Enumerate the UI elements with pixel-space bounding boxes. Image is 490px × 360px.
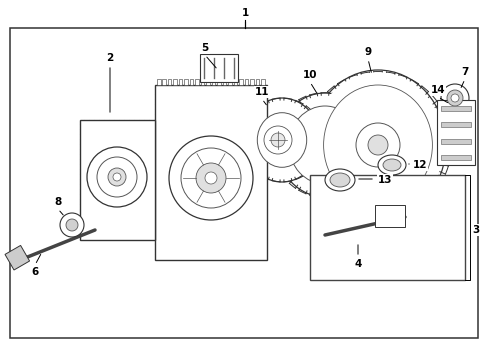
- FancyBboxPatch shape: [375, 205, 405, 227]
- Circle shape: [181, 148, 241, 208]
- Circle shape: [356, 123, 400, 167]
- Ellipse shape: [325, 169, 355, 191]
- Text: 1: 1: [242, 8, 248, 18]
- Bar: [441, 139, 471, 144]
- Ellipse shape: [322, 84, 434, 207]
- Bar: [255, 79, 259, 85]
- Circle shape: [368, 135, 388, 155]
- Circle shape: [447, 90, 463, 106]
- FancyBboxPatch shape: [200, 54, 238, 82]
- Text: 4: 4: [354, 259, 362, 269]
- Bar: [184, 79, 188, 85]
- Text: 2: 2: [106, 53, 114, 63]
- Circle shape: [113, 173, 121, 181]
- Circle shape: [97, 157, 137, 197]
- Bar: [168, 79, 172, 85]
- Circle shape: [441, 84, 469, 112]
- Ellipse shape: [246, 100, 318, 180]
- Bar: [222, 79, 226, 85]
- Ellipse shape: [244, 98, 320, 182]
- Bar: [5, 246, 29, 270]
- Ellipse shape: [257, 113, 307, 167]
- Bar: [261, 79, 265, 85]
- Circle shape: [60, 213, 84, 237]
- Text: 13: 13: [378, 175, 392, 185]
- Ellipse shape: [378, 155, 406, 175]
- Text: 3: 3: [472, 225, 480, 235]
- Ellipse shape: [277, 93, 373, 197]
- Ellipse shape: [330, 173, 350, 187]
- Text: 14: 14: [431, 85, 445, 95]
- Text: 1: 1: [241, 9, 249, 22]
- Text: 11: 11: [255, 87, 269, 97]
- Ellipse shape: [279, 96, 370, 194]
- Circle shape: [205, 172, 217, 184]
- Bar: [217, 79, 220, 85]
- Circle shape: [196, 163, 226, 193]
- Bar: [10, 28, 478, 338]
- FancyBboxPatch shape: [437, 100, 475, 165]
- FancyBboxPatch shape: [437, 100, 475, 165]
- Circle shape: [271, 133, 285, 147]
- Bar: [441, 155, 471, 160]
- Bar: [212, 79, 215, 85]
- Bar: [228, 79, 232, 85]
- Bar: [245, 79, 248, 85]
- Circle shape: [66, 219, 78, 231]
- Circle shape: [169, 136, 253, 220]
- Text: 8: 8: [54, 197, 62, 207]
- Circle shape: [264, 126, 292, 154]
- FancyBboxPatch shape: [375, 205, 405, 227]
- Bar: [190, 79, 194, 85]
- Bar: [234, 79, 237, 85]
- Circle shape: [451, 94, 459, 102]
- Bar: [206, 79, 210, 85]
- Bar: [157, 79, 161, 85]
- Ellipse shape: [312, 72, 444, 218]
- Ellipse shape: [289, 106, 361, 184]
- Text: 6: 6: [31, 267, 39, 277]
- Text: 5: 5: [201, 43, 209, 53]
- Circle shape: [87, 147, 147, 207]
- Circle shape: [108, 168, 126, 186]
- FancyBboxPatch shape: [155, 85, 267, 260]
- Bar: [441, 122, 471, 127]
- Bar: [239, 79, 243, 85]
- Text: 10: 10: [303, 70, 317, 80]
- Bar: [173, 79, 177, 85]
- FancyBboxPatch shape: [80, 120, 155, 240]
- Bar: [201, 79, 204, 85]
- Text: 12: 12: [413, 160, 427, 170]
- Bar: [196, 79, 199, 85]
- Bar: [441, 106, 471, 111]
- Bar: [310, 175, 465, 280]
- FancyBboxPatch shape: [200, 54, 238, 82]
- Bar: [250, 79, 253, 85]
- Text: 9: 9: [365, 47, 371, 57]
- Ellipse shape: [383, 159, 401, 171]
- Bar: [163, 79, 166, 85]
- Ellipse shape: [310, 70, 446, 220]
- Ellipse shape: [323, 85, 432, 205]
- Bar: [179, 79, 182, 85]
- Text: 7: 7: [461, 67, 469, 77]
